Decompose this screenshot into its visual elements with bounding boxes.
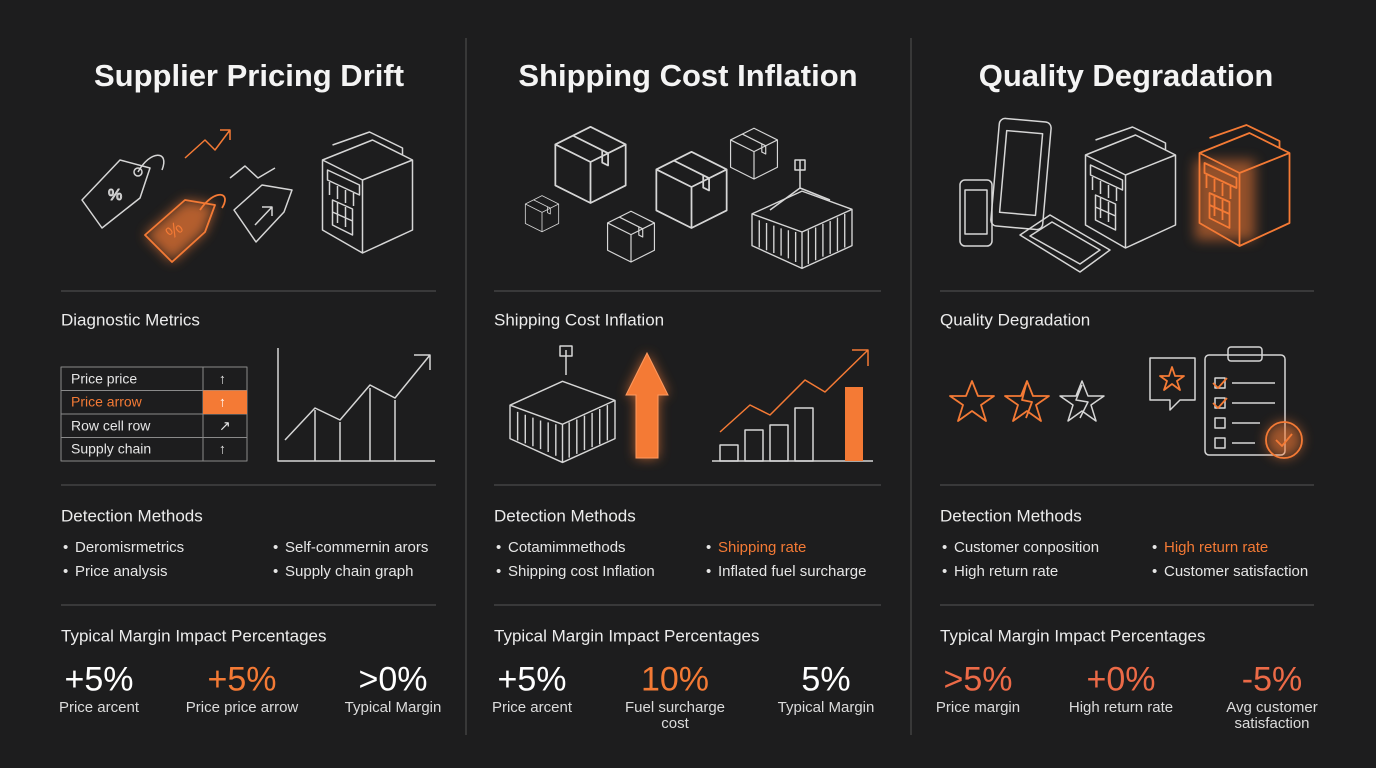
section-heading: Typical Margin Impact Percentages <box>494 626 760 646</box>
section-heading: Typical Margin Impact Percentages <box>61 626 327 646</box>
impact-value: +5% <box>64 660 134 699</box>
svg-text:%: % <box>108 187 122 204</box>
section-heading: Detection Methods <box>61 506 203 526</box>
impact-label: Typical Margin <box>777 699 875 716</box>
section-heading: Diagnostic Metrics <box>61 310 200 330</box>
table-cell: Price arrow <box>71 393 142 410</box>
detection-method: Supply chain graph <box>285 562 414 580</box>
bullet: • <box>496 562 502 580</box>
section-heading: Detection Methods <box>940 506 1082 526</box>
detection-method: Shipping rate <box>718 538 807 556</box>
panel-title: Supplier Pricing Drift <box>93 57 405 93</box>
section-heading: Quality Degradation <box>940 310 1091 330</box>
bullet: • <box>63 538 69 556</box>
table-cell: ↑ <box>219 393 226 410</box>
bullet: • <box>1152 538 1158 556</box>
detection-method: High return rate <box>1164 538 1269 556</box>
table-cell: Supply chain <box>71 440 152 457</box>
detection-method: Deromisrmetrics <box>75 538 185 556</box>
impact-label: Typical Margin <box>344 699 442 716</box>
panel-title: Shipping Cost Inflation <box>518 57 858 93</box>
detection-method: Shipping cost Inflation <box>508 562 655 580</box>
impact-value: +5% <box>497 660 567 699</box>
bullet: • <box>496 538 502 556</box>
bullet: • <box>273 538 279 556</box>
bullet: • <box>706 562 712 580</box>
table-cell: Price price <box>71 369 138 386</box>
detection-method: Price analysis <box>75 562 168 580</box>
bullet: • <box>1152 562 1158 580</box>
impact-label: Fuel surcharge cost <box>624 699 726 732</box>
impact-value: 5% <box>801 660 851 699</box>
table-cell: Row cell row <box>71 416 151 433</box>
impact-label: Price arcent <box>58 699 140 716</box>
bullet: • <box>273 562 279 580</box>
section-heading: Typical Margin Impact Percentages <box>940 626 1206 646</box>
impact-label: Avg customer satisfaction <box>1226 699 1318 732</box>
bullet: • <box>63 562 69 580</box>
table-cell: ↗ <box>219 416 231 433</box>
impact-label: Price arcent <box>491 699 573 716</box>
detection-method: Customer satisfaction <box>1164 562 1309 580</box>
detection-method: Inflated fuel surcharge <box>718 562 867 580</box>
impact-value: +0% <box>1086 660 1156 699</box>
detection-method: High return rate <box>954 562 1059 580</box>
impact-value: +5% <box>207 660 277 699</box>
section-heading: Shipping Cost Inflation <box>494 310 665 330</box>
impact-label: Price margin <box>935 699 1021 716</box>
panel-title: Quality Degradation <box>978 57 1274 93</box>
detection-method: Self-commernin arors <box>285 538 429 556</box>
detection-method: Cotamimmethods <box>508 538 626 556</box>
impact-label: Price price arrow <box>185 699 299 716</box>
impact-value: -5% <box>1241 660 1303 699</box>
impact-label: High return rate <box>1068 699 1174 716</box>
detection-method: Customer conposition <box>954 538 1100 556</box>
bullet: • <box>942 562 948 580</box>
impact-value: >0% <box>358 660 428 699</box>
impact-value: >5% <box>943 660 1013 699</box>
bullet: • <box>706 538 712 556</box>
table-cell: ↑ <box>219 369 226 386</box>
section-heading: Detection Methods <box>494 506 636 526</box>
bullet: • <box>942 538 948 556</box>
table-cell: ↑ <box>219 440 226 457</box>
impact-value: 10% <box>640 660 710 699</box>
